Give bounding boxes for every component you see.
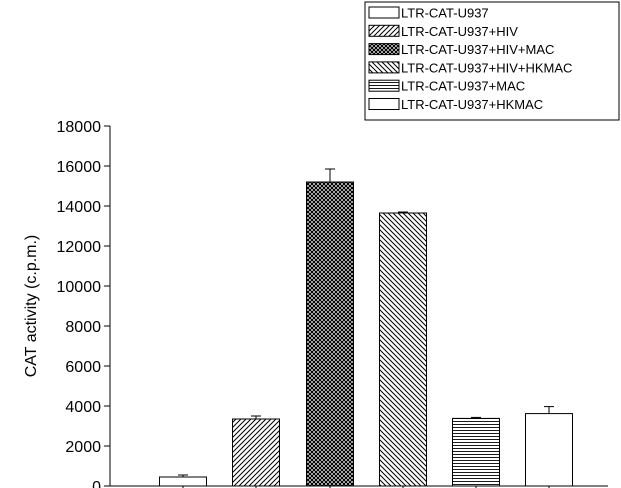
- legend-swatch: [368, 24, 400, 37]
- bar: [232, 418, 280, 487]
- y-tick-label: 8000: [65, 319, 101, 336]
- legend-label: LTR-CAT-U937+HIV: [401, 24, 518, 39]
- legend-label: LTR-CAT-U937+MAC: [401, 79, 525, 94]
- legend-label: LTR-CAT-U937: [401, 6, 489, 21]
- y-tick-label: 6000: [65, 359, 101, 376]
- y-tick-label: 14000: [57, 199, 102, 216]
- y-tick-label: 10000: [57, 279, 102, 296]
- bar: [525, 413, 573, 487]
- legend-swatch: [368, 43, 400, 56]
- y-tick-label: 16000: [57, 159, 102, 176]
- y-tick-label: 18000: [57, 119, 102, 136]
- bars-group: [159, 168, 573, 488]
- y-tick-label: 0: [92, 479, 101, 488]
- y-tick-label: 2000: [65, 439, 101, 456]
- legend-label: LTR-CAT-U937+HIV+MAC: [401, 42, 554, 57]
- legend-label: LTR-CAT-U937+HKMAC: [401, 97, 543, 112]
- y-tick-label: 12000: [57, 239, 102, 256]
- bar: [452, 417, 500, 487]
- legend-swatch: [368, 79, 400, 92]
- y-axis: 0 2000 4000 6000 8000 10000 12000 14000 16000 180…: [57, 119, 111, 488]
- y-axis-label: CAT activity (c.p.m.): [23, 235, 40, 378]
- y-tick-label: 4000: [65, 399, 101, 416]
- legend-swatch: [368, 6, 400, 19]
- legend: LTR-CAT-U937 LTR-CAT-U937+HIV LTR-CAT-U937…: [364, 1, 620, 121]
- bar: [379, 212, 427, 487]
- bar: [159, 476, 207, 487]
- legend-label: LTR-CAT-U937+HIV+HKMAC: [401, 60, 572, 75]
- legend-swatch: [368, 61, 400, 74]
- legend-swatch: [368, 98, 400, 110]
- legend-box: [364, 1, 620, 121]
- bar: [306, 181, 354, 487]
